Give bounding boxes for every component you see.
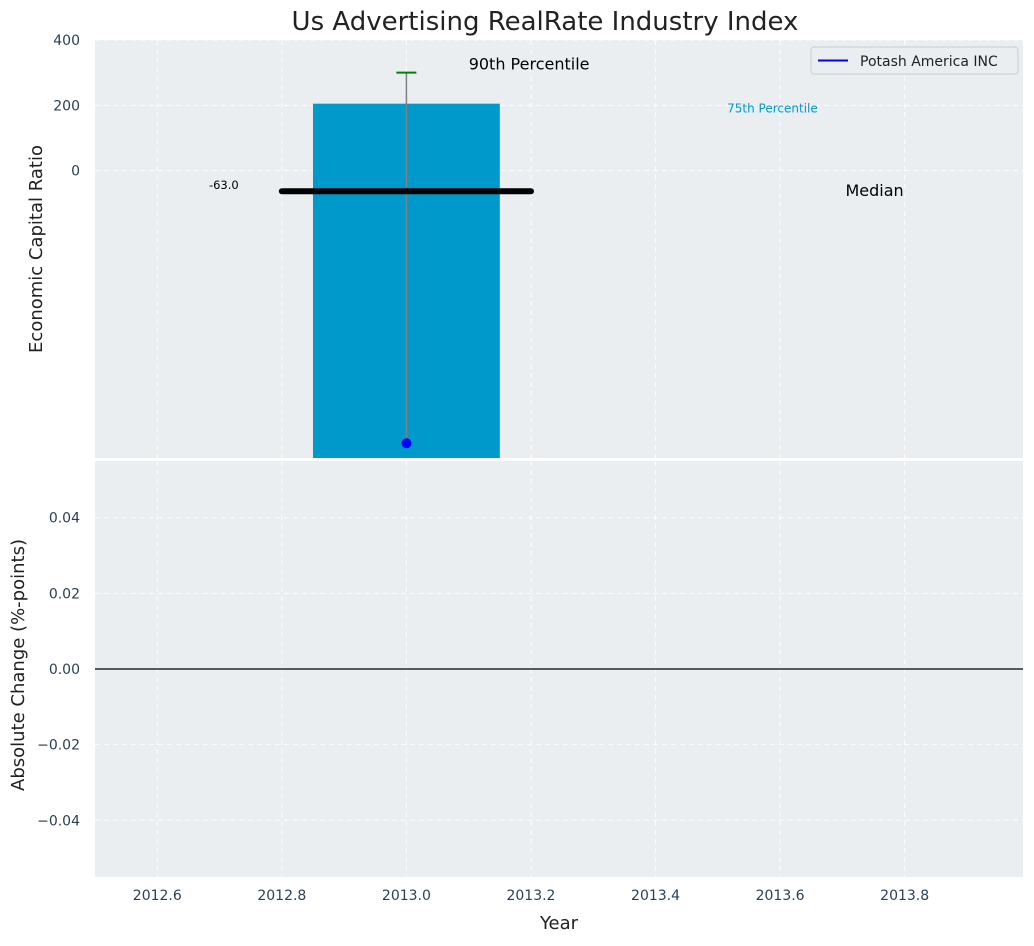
x-tick-label: 2013.2 (506, 888, 555, 904)
top-y-axis-title: Economic Capital Ratio (26, 145, 47, 353)
legend-box (810, 46, 1019, 75)
x-tick-label: 2013.4 (631, 888, 680, 904)
x-tick-label: 2012.8 (257, 888, 306, 904)
top-y-tick-label: 400 (53, 33, 80, 49)
bottom-y-tick-label: −0.04 (37, 813, 80, 829)
bottom-y-tick-label: −0.02 (37, 738, 80, 754)
company-point (401, 438, 412, 449)
legend-entry: Potash America INC (860, 54, 998, 70)
top-y-tick-labels: 400 200 0 (53, 33, 80, 180)
p75-label: 75th Percentile (727, 102, 818, 116)
bottom-y-tick-labels: 0.04 0.02 0.00 −0.02 −0.04 (37, 511, 80, 830)
x-tick-label: 2013.0 (382, 888, 431, 904)
top-y-tick-label: 0 (71, 164, 80, 180)
top-y-tick-label: 200 (53, 98, 80, 114)
bottom-y-axis-title: Absolute Change (%-points) (8, 539, 29, 791)
x-tick-label: 2013.6 (756, 888, 805, 904)
legend: Potash America INC (810, 46, 1019, 75)
chart-title: Us Advertising RealRate Industry Index (292, 7, 799, 37)
bottom-y-tick-label: 0.02 (49, 586, 80, 602)
median-label: Median (845, 181, 903, 200)
x-axis-title: Year (539, 913, 579, 934)
top-plot-area (95, 40, 1023, 458)
median-value-label: -63.0 (209, 178, 239, 192)
x-tick-labels: 2012.6 2012.8 2013.0 2013.2 2013.4 2013.6 2013… (133, 888, 929, 904)
bottom-y-tick-label: 0.00 (49, 662, 80, 678)
x-tick-label: 2013.8 (880, 888, 929, 904)
bottom-y-tick-label: 0.04 (49, 511, 80, 527)
p90-label: 90th Percentile (469, 55, 590, 74)
x-tick-label: 2012.6 (133, 888, 182, 904)
